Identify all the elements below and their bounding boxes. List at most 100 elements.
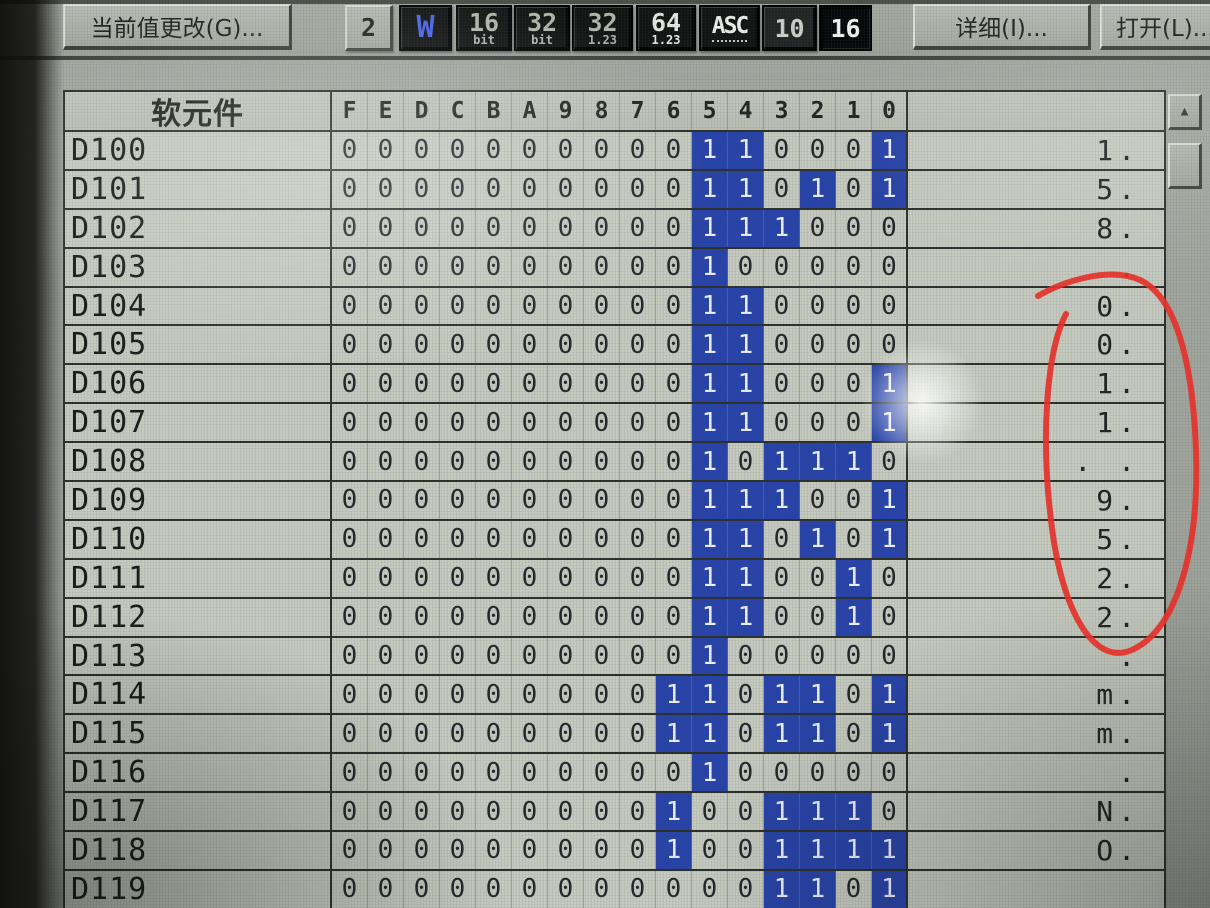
bit-cell-E[interactable]: 0: [368, 404, 404, 442]
scroll-up-button[interactable]: ▲: [1168, 94, 1202, 130]
bit-cell-D[interactable]: 0: [404, 482, 440, 519]
device-name-cell[interactable]: D110: [65, 520, 332, 558]
device-name-cell[interactable]: D114: [65, 676, 332, 714]
bit-cell-E[interactable]: 0: [368, 482, 404, 519]
bit-cell-9[interactable]: 0: [548, 443, 584, 481]
bit-cell-B[interactable]: 0: [476, 248, 512, 286]
ascii-value-cell[interactable]: 8.: [1096, 211, 1140, 245]
device-name-cell[interactable]: D105: [65, 326, 332, 364]
bit-cell-8[interactable]: 0: [584, 170, 620, 208]
bit-cell-5[interactable]: 0: [692, 832, 728, 869]
bit-cell-8[interactable]: 0: [584, 209, 620, 247]
bit-cell-5[interactable]: 1: [692, 637, 728, 675]
device-name-cell[interactable]: D116: [65, 754, 332, 792]
bit-cell-1[interactable]: 0: [836, 870, 872, 908]
bit-cell-C[interactable]: 0: [440, 326, 476, 364]
bit-cell-2[interactable]: 1: [800, 715, 836, 753]
bit-cell-0[interactable]: 1: [872, 870, 908, 908]
bit-cell-D[interactable]: 0: [404, 170, 440, 208]
bit-cell-F[interactable]: 0: [332, 637, 368, 675]
bit-cell-9[interactable]: 0: [548, 326, 584, 364]
device-name-cell[interactable]: D109: [65, 482, 332, 519]
format-button-32bit[interactable]: 32 bit: [514, 5, 570, 51]
bit-cell-E[interactable]: 0: [368, 559, 404, 597]
bit-cell-B[interactable]: 0: [476, 404, 512, 442]
bit-cell-E[interactable]: 0: [368, 248, 404, 286]
bit-cell-6[interactable]: 0: [656, 209, 692, 247]
bit-cell-5[interactable]: 0: [692, 793, 728, 831]
bit-cell-7[interactable]: 0: [620, 404, 656, 442]
bit-cell-3[interactable]: 0: [764, 365, 800, 403]
bit-cell-C[interactable]: 0: [440, 248, 476, 286]
bit-cell-6[interactable]: 0: [656, 248, 692, 286]
bit-cell-F[interactable]: 0: [332, 676, 368, 714]
change-current-value-button[interactable]: 当前值更改(G)...: [63, 4, 292, 50]
bit-cell-4[interactable]: 1: [728, 287, 764, 325]
bit-cell-C[interactable]: 0: [440, 559, 476, 597]
bit-cell-D[interactable]: 0: [404, 248, 440, 286]
bit-cell-1[interactable]: 0: [836, 132, 872, 169]
bit-cell-8[interactable]: 0: [584, 248, 620, 286]
bit-cell-3[interactable]: 0: [764, 598, 800, 636]
bit-cell-3[interactable]: 0: [764, 559, 800, 597]
bit-cell-8[interactable]: 0: [584, 715, 620, 753]
bit-cell-4[interactable]: 1: [728, 559, 764, 597]
bit-cell-6[interactable]: 0: [656, 482, 692, 519]
format-button-16bit[interactable]: 16 bit: [456, 5, 512, 51]
bit-cell-D[interactable]: 0: [404, 209, 440, 247]
ascii-value-cell[interactable]: O.: [1096, 833, 1140, 867]
bit-cell-4[interactable]: 1: [728, 482, 764, 519]
bit-cell-1[interactable]: 0: [836, 637, 872, 675]
bit-cell-8[interactable]: 0: [584, 870, 620, 908]
ascii-value-cell[interactable]: m.: [1096, 678, 1140, 712]
bit-cell-1[interactable]: 0: [836, 754, 872, 792]
ascii-value-cell[interactable]: .: [1096, 250, 1140, 284]
device-name-cell[interactable]: D107: [65, 404, 332, 442]
bit-cell-E[interactable]: 0: [368, 598, 404, 636]
bit-cell-7[interactable]: 0: [620, 482, 656, 519]
bit-cell-F[interactable]: 0: [332, 404, 368, 442]
bit-cell-B[interactable]: 0: [476, 754, 512, 792]
bit-cell-E[interactable]: 0: [368, 520, 404, 558]
bit-cell-6[interactable]: 1: [656, 832, 692, 869]
bit-cell-C[interactable]: 0: [440, 715, 476, 753]
bit-cell-F[interactable]: 0: [332, 715, 368, 753]
bit-cell-9[interactable]: 0: [548, 793, 584, 831]
bit-cell-E[interactable]: 0: [368, 365, 404, 403]
bit-cell-7[interactable]: 0: [620, 754, 656, 792]
bit-cell-4[interactable]: 1: [728, 520, 764, 558]
bit-cell-3[interactable]: 0: [764, 287, 800, 325]
bit-cell-F[interactable]: 0: [332, 832, 368, 869]
bit-cell-A[interactable]: 0: [512, 520, 548, 558]
ascii-value-cell[interactable]: .: [1096, 756, 1140, 790]
bit-cell-8[interactable]: 0: [584, 520, 620, 558]
bit-cell-B[interactable]: 0: [476, 326, 512, 364]
ascii-value-cell[interactable]: 5.: [1096, 172, 1140, 206]
bit-cell-A[interactable]: 0: [512, 132, 548, 169]
device-name-cell[interactable]: D113: [65, 637, 332, 675]
bit-cell-C[interactable]: 0: [440, 598, 476, 636]
bit-cell-B[interactable]: 0: [476, 870, 512, 908]
bit-cell-D[interactable]: 0: [404, 598, 440, 636]
format-button-64fp[interactable]: 64 1.23: [636, 5, 696, 51]
device-name-cell[interactable]: D111: [65, 559, 332, 597]
bit-cell-A[interactable]: 0: [512, 793, 548, 831]
bit-cell-C[interactable]: 0: [440, 637, 476, 675]
bit-cell-F[interactable]: 0: [332, 598, 368, 636]
bit-cell-E[interactable]: 0: [368, 870, 404, 908]
bit-cell-2[interactable]: 1: [800, 443, 836, 481]
bit-cell-7[interactable]: 0: [620, 132, 656, 169]
bit-cell-7[interactable]: 0: [620, 326, 656, 364]
bit-cell-7[interactable]: 0: [620, 287, 656, 325]
device-name-cell[interactable]: D100: [65, 132, 332, 169]
bit-cell-6[interactable]: 0: [656, 326, 692, 364]
bit-cell-1[interactable]: 0: [836, 365, 872, 403]
device-name-cell[interactable]: D112: [65, 598, 332, 636]
bit-cell-A[interactable]: 0: [512, 598, 548, 636]
bit-cell-2[interactable]: 0: [800, 404, 836, 442]
bit-cell-7[interactable]: 0: [620, 676, 656, 714]
bit-cell-8[interactable]: 0: [584, 832, 620, 869]
format-button-dec[interactable]: 10: [762, 5, 817, 51]
bit-cell-F[interactable]: 0: [332, 870, 368, 908]
bit-cell-6[interactable]: 0: [656, 365, 692, 403]
